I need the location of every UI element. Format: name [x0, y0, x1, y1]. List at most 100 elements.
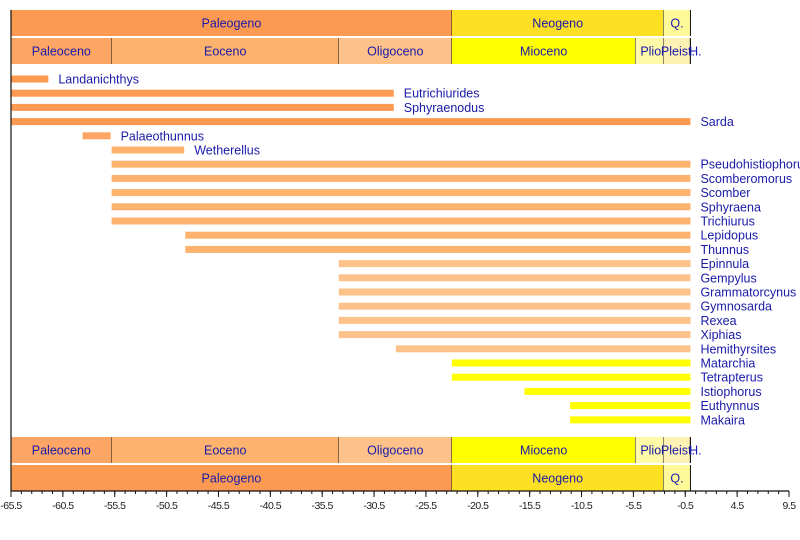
taxon-label: Makaira	[700, 413, 745, 427]
epoch-label: H.	[689, 444, 702, 458]
taxon-trichiurus: Trichiurus	[111, 215, 755, 229]
taxon-sarda: Sarda	[11, 115, 734, 129]
tick-label: -55.5	[104, 500, 126, 512]
epoch-pleist: Pleist.	[661, 437, 695, 463]
range-bar	[395, 345, 691, 353]
taxon-label: Pseudohistiophorus	[700, 158, 800, 172]
period-band	[11, 10, 452, 36]
period-paleogeno: Paleogeno	[11, 10, 453, 36]
taxon-label: Xiphias	[700, 328, 741, 342]
taxon-label: Eutrichiurides	[404, 87, 480, 101]
taxon-thunnus: Thunnus	[185, 243, 749, 257]
range-bar	[338, 260, 691, 268]
taxon-gymnosarda: Gymnosarda	[338, 300, 772, 314]
period-band	[663, 10, 691, 36]
taxon-scomberomorus: Scomberomorus	[111, 172, 792, 186]
tick-label: -10.5	[571, 500, 593, 512]
taxon-scomber: Scomber	[111, 186, 750, 200]
period-paleogeno: Paleogeno	[11, 465, 453, 491]
epoch-label: Pleist.	[661, 444, 695, 458]
epoch-eoceno: Eoceno	[111, 437, 340, 463]
epoch-mioceno: Mioceno	[451, 437, 636, 463]
epoch-plio: Plio.	[635, 38, 665, 64]
range-bar	[111, 203, 691, 211]
taxon-sphyraena: Sphyraena	[111, 200, 761, 214]
epoch-label: Eoceno	[204, 45, 246, 59]
taxon-makaira: Makaira	[570, 413, 745, 427]
taxon-label: Trichiurus	[700, 215, 754, 229]
epoch-label: H.	[689, 45, 702, 59]
tick-label: 9.5	[782, 500, 796, 512]
epoch-label: Oligoceno	[367, 444, 423, 458]
period-q: Q.	[663, 465, 691, 491]
taxon-rexea: Rexea	[338, 314, 737, 328]
taxon-label: Thunnus	[700, 243, 749, 257]
range-bar	[111, 174, 691, 182]
epoch-band	[338, 437, 452, 463]
taxon-landanichthys: Landanichthys	[11, 73, 139, 87]
period-band	[11, 465, 452, 491]
epoch-label: Eoceno	[204, 444, 246, 458]
range-bar	[185, 231, 691, 239]
range-bar	[185, 245, 691, 253]
period-label: Paleogeno	[202, 472, 262, 486]
taxon-label: Sphyraenodus	[404, 101, 485, 115]
taxon-label: Istiophorus	[700, 385, 761, 399]
epoch-h: H.	[689, 437, 702, 463]
range-bar	[11, 89, 394, 97]
period-q: Q.	[663, 10, 691, 36]
taxon-tetrapterus: Tetrapterus	[451, 371, 763, 385]
epoch-oligoceno: Oligoceno	[338, 38, 453, 64]
epoch-pleist: Pleist.	[661, 38, 695, 64]
epoch-band	[451, 437, 636, 463]
period-label: Q.	[670, 17, 683, 31]
taxon-label: Scomber	[700, 186, 750, 200]
range-bar	[111, 217, 691, 225]
taxon-label: Epinnula	[700, 257, 749, 271]
taxon-label: Grammatorcynus	[700, 286, 796, 300]
tick-label: 4.5	[731, 500, 745, 512]
taxon-label: Sarda	[700, 115, 733, 129]
range-bar	[338, 274, 691, 282]
taxon-sphyraenodus: Sphyraenodus	[11, 101, 484, 115]
taxon-epinnula: Epinnula	[338, 257, 749, 271]
period-neogeno: Neogeno	[451, 10, 664, 36]
range-bar	[111, 189, 691, 197]
epoch-band	[663, 437, 691, 463]
range-bar	[451, 373, 691, 381]
taxon-label: Lepidopus	[700, 229, 758, 243]
epoch-label: Oligoceno	[367, 45, 423, 59]
period-band	[451, 10, 664, 36]
period-label: Neogeno	[532, 17, 583, 31]
tick-label: -20.5	[467, 500, 489, 512]
tick-label: -25.5	[415, 500, 437, 512]
epoch-band	[451, 38, 636, 64]
range-bar	[11, 75, 49, 83]
epoch-band	[11, 38, 112, 64]
epoch-band	[111, 437, 339, 463]
bottom-geologic-bands: Paleoceno Eoceno Oligoceno Mioceno Plio.Plei…	[11, 437, 702, 491]
taxon-label: Gempylus	[700, 271, 756, 285]
period-label: Q.	[670, 472, 683, 486]
epoch-band	[635, 437, 664, 463]
tick-label: -35.5	[311, 500, 333, 512]
taxon-label: Euthynnus	[700, 399, 759, 413]
epoch-paleoceno: Paleoceno	[11, 38, 113, 64]
taxon-xiphias: Xiphias	[338, 328, 741, 342]
range-bar	[338, 331, 691, 339]
period-label: Paleogeno	[202, 17, 262, 31]
taxon-label: Tetrapterus	[700, 371, 763, 385]
x-axis: -65.5 -60.5 -55.5 -50.5 -45.5 -40.5 -35.5 -30.5…	[0, 10, 797, 512]
epoch-label: Pleist.	[661, 45, 695, 59]
taxon-hemithyrsites: Hemithyrsites	[395, 342, 776, 356]
epoch-h: H.	[689, 38, 702, 64]
taxon-grammatorcynus: Grammatorcynus	[338, 286, 796, 300]
epoch-label: Plio.	[640, 45, 664, 59]
epoch-band	[635, 38, 664, 64]
taxon-label: Rexea	[700, 314, 736, 328]
taxon-label: Scomberomorus	[700, 172, 792, 186]
epoch-label: Plio.	[640, 444, 664, 458]
range-bar	[570, 402, 691, 410]
